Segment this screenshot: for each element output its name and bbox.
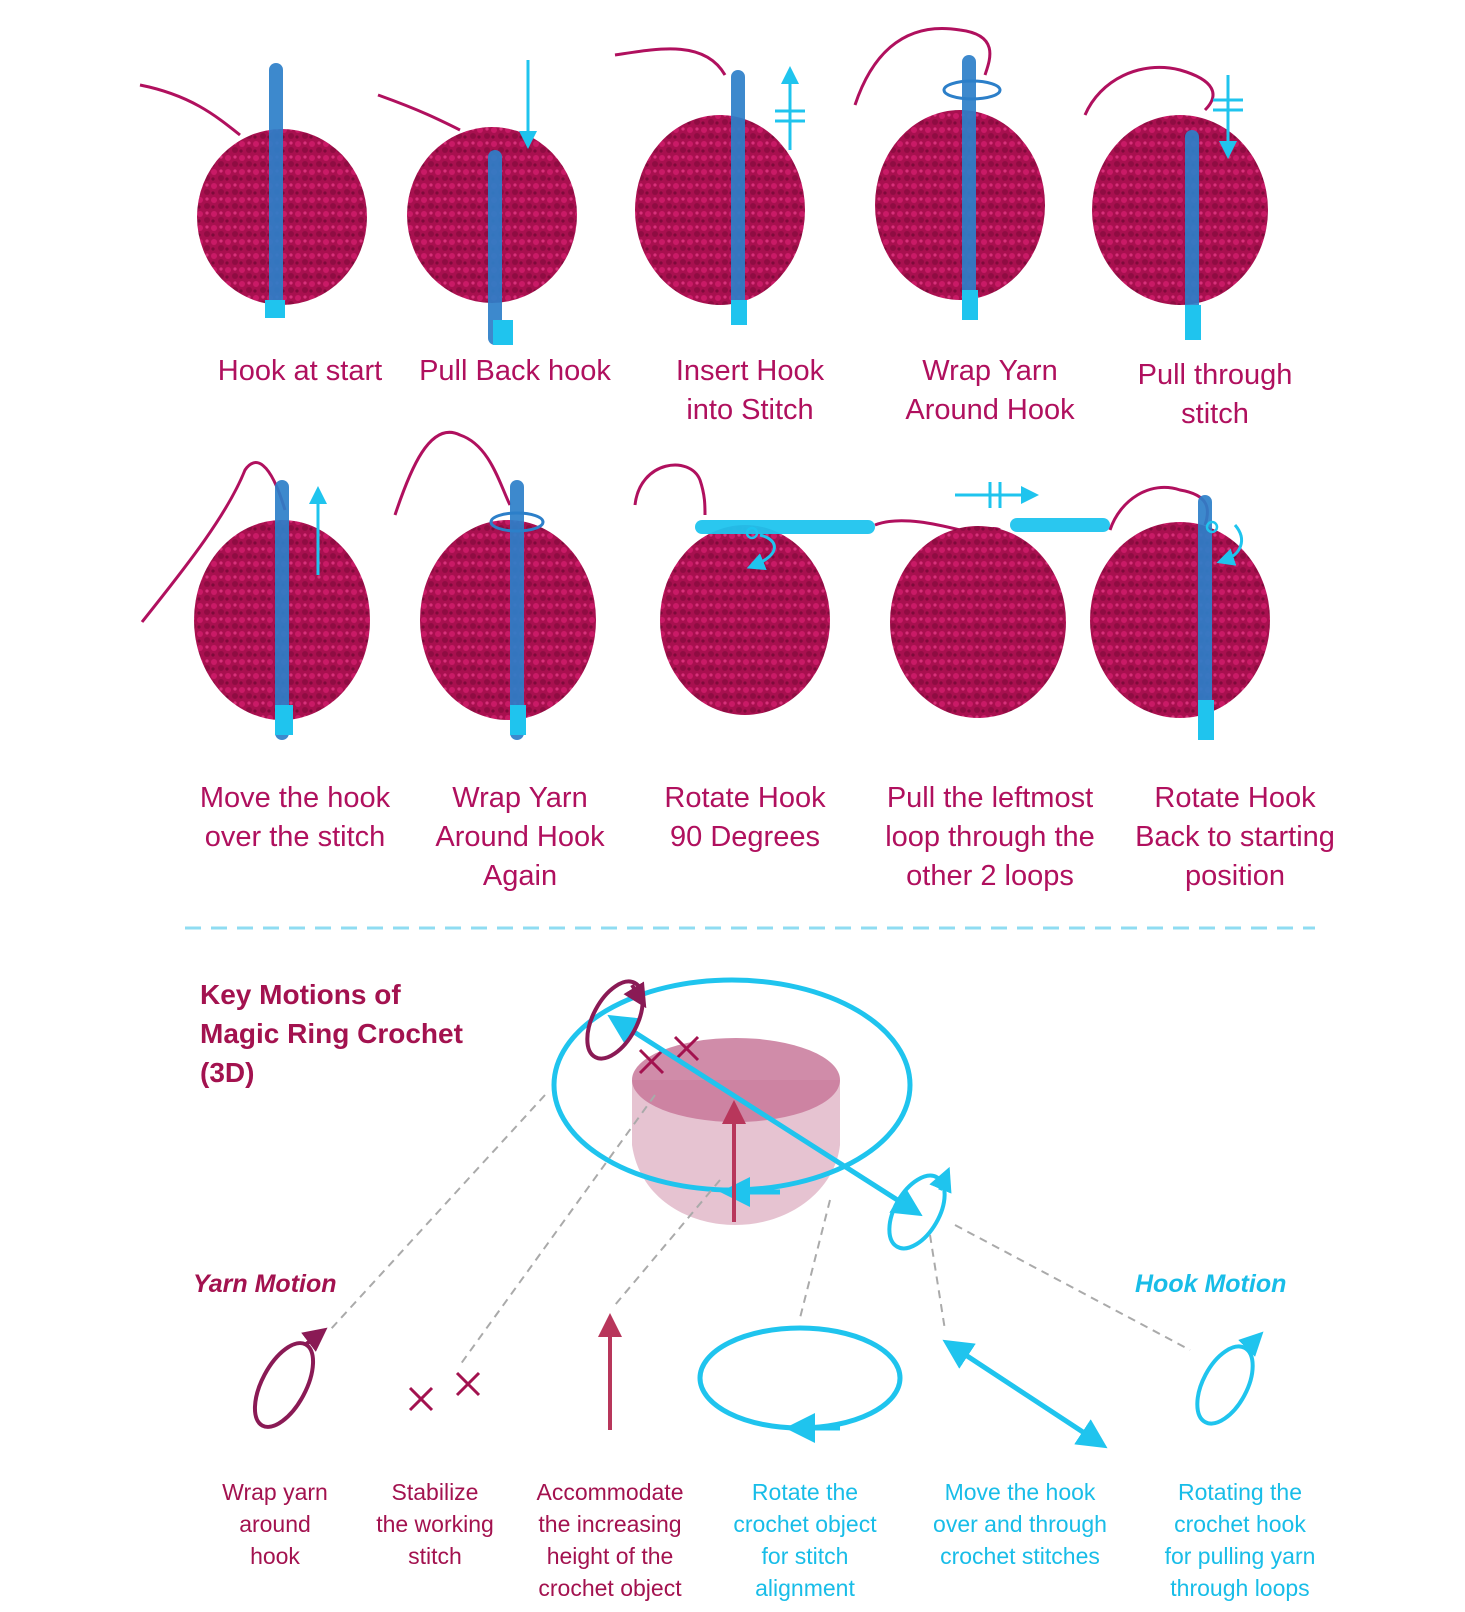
yarn-wrap-3d bbox=[585, 979, 647, 1061]
step-photo-4 bbox=[853, 27, 1045, 320]
step-photo-6 bbox=[140, 461, 370, 740]
step-photo-8 bbox=[633, 463, 875, 715]
yarn-wrap-icon bbox=[252, 1327, 328, 1429]
hook-move-line-3d bbox=[607, 1014, 923, 1217]
step-caption-8: Rotate Hook 90 Degrees bbox=[664, 782, 826, 853]
step-photo-9 bbox=[874, 482, 1110, 718]
legend-caption-3: Accommodate the increasing height of the… bbox=[536, 1479, 684, 1601]
step-photo-7 bbox=[393, 431, 596, 740]
step-caption-3: Insert Hook into Stitch bbox=[675, 355, 825, 426]
step-caption-5: Pull through stitch bbox=[1137, 359, 1293, 430]
diagram-title: Key Motions of Magic Ring Crochet (3D) bbox=[200, 979, 463, 1088]
step-photo-5 bbox=[1083, 65, 1268, 340]
step-caption-6: Move the hook over the stitch bbox=[199, 782, 391, 853]
step-caption-10: Rotate Hook Back to starting position bbox=[1135, 782, 1335, 892]
hook-motion-label: Hook Motion bbox=[1135, 1270, 1287, 1298]
yarn-motion-label: Yarn Motion bbox=[193, 1270, 337, 1298]
step-caption-2: Pull Back hook bbox=[419, 355, 611, 387]
legend-caption-1: Wrap yarn around hook bbox=[222, 1479, 328, 1569]
rotate-object-icon bbox=[697, 1325, 903, 1443]
legend-caption-4: Rotate the crochet object for stitch ali… bbox=[733, 1479, 877, 1601]
legend-caption-6: Rotating the crochet hook for pulling ya… bbox=[1164, 1479, 1316, 1601]
step-photo-2 bbox=[377, 60, 577, 345]
leader-lines bbox=[329, 1094, 1191, 1366]
step-caption-7: Wrap Yarn Around Hook Again bbox=[435, 782, 605, 892]
legend-caption-2: Stabilize the working stitch bbox=[376, 1479, 494, 1569]
move-hook-icon bbox=[942, 1339, 1108, 1449]
step-photo-10 bbox=[1090, 485, 1270, 740]
rotate-hook-icon bbox=[1195, 1331, 1264, 1426]
stabilize-cross-icon bbox=[408, 1371, 481, 1412]
step-caption-1: Hook at start bbox=[217, 355, 383, 387]
step-caption-9: Pull the leftmost loop through the other… bbox=[885, 782, 1095, 892]
step-caption-4: Wrap Yarn Around Hook bbox=[905, 355, 1075, 426]
step-photo-3 bbox=[614, 47, 805, 325]
step-photo-1 bbox=[139, 63, 367, 318]
hook-rotate-small-3d bbox=[887, 1166, 952, 1251]
legend-caption-5: Move the hook over and through crochet s… bbox=[933, 1479, 1107, 1569]
